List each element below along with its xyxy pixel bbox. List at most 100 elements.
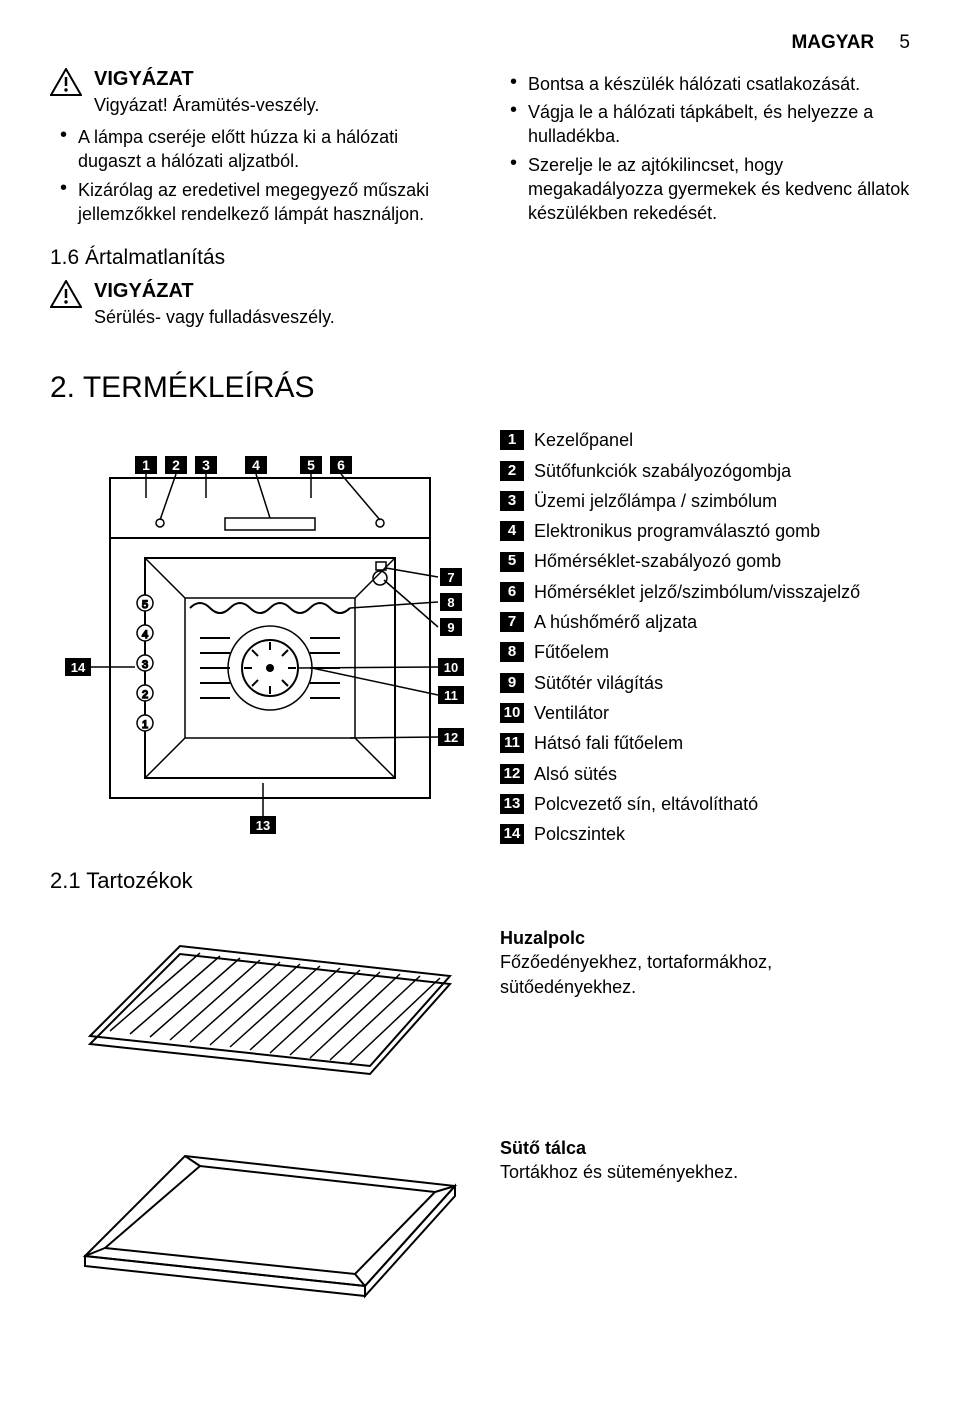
left-column: VIGYÁZAT Vigyázat! Áramütés-veszély. A l… bbox=[50, 66, 460, 338]
svg-text:3: 3 bbox=[142, 659, 148, 671]
svg-text:14: 14 bbox=[71, 660, 86, 675]
legend-badge: 7 bbox=[500, 612, 524, 632]
legend-badge: 8 bbox=[500, 642, 524, 662]
svg-text:7: 7 bbox=[447, 570, 454, 585]
legend-badge: 6 bbox=[500, 582, 524, 602]
warning-icon bbox=[50, 68, 82, 96]
legend-list: 1 Kezelőpanel 2 Sütőfunkciók szabályozógom… bbox=[500, 428, 910, 846]
warning-subtitle: Sérülés- vagy fulladásveszély. bbox=[94, 305, 335, 329]
section-1-6-heading: 1.6 Ártalmatlanítás bbox=[50, 244, 460, 272]
legend-badge: 12 bbox=[500, 764, 524, 784]
oven-svg: 1 2 3 4 5 6 bbox=[50, 428, 470, 848]
svg-text:1: 1 bbox=[142, 457, 150, 473]
product-description-row: 1 2 3 4 5 6 bbox=[50, 428, 910, 906]
legend-item: 7 A húshőmérő aljzata bbox=[500, 610, 910, 634]
legend-label: Elektronikus programválasztó gomb bbox=[534, 519, 820, 543]
legend-item: 2 Sütőfunkciók szabályozógombja bbox=[500, 459, 910, 483]
svg-text:5: 5 bbox=[307, 457, 315, 473]
legend-label: Fűtőelem bbox=[534, 640, 609, 664]
legend-item: 1 Kezelőpanel bbox=[500, 428, 910, 452]
svg-text:4: 4 bbox=[252, 457, 260, 473]
legend-label: Hátsó fali fűtőelem bbox=[534, 731, 683, 755]
legend-badge: 13 bbox=[500, 794, 524, 814]
legend-label: Hőmérséklet jelző/szimbólum/visszajelző bbox=[534, 580, 860, 604]
region-label: MAGYAR bbox=[791, 32, 874, 53]
legend-badge: 14 bbox=[500, 824, 524, 844]
legend-column: 1 Kezelőpanel 2 Sütőfunkciók szabályozógom… bbox=[500, 428, 910, 852]
wire-shelf-image bbox=[50, 916, 470, 1096]
oven-diagram: 1 2 3 4 5 6 bbox=[50, 428, 470, 906]
warning-title: VIGYÁZAT bbox=[94, 66, 319, 93]
legend-item: 5 Hőmérséklet-szabályozó gomb bbox=[500, 549, 910, 573]
warning1-bullets: A lámpa cseréje előtt húzza ki a hálózat… bbox=[60, 125, 460, 226]
bullet-item: Bontsa a készülék hálózati csatlakozását… bbox=[510, 72, 910, 96]
svg-text:2: 2 bbox=[172, 457, 180, 473]
section-2-heading: 2. TERMÉKLEÍRÁS bbox=[50, 368, 910, 409]
svg-text:13: 13 bbox=[256, 818, 270, 833]
baking-tray-image bbox=[50, 1126, 470, 1306]
legend-item: 12 Alsó sütés bbox=[500, 762, 910, 786]
accessory-1-text: Huzalpolc Főzőedényekhez, tortaformákhoz… bbox=[500, 916, 910, 999]
legend-label: Alsó sütés bbox=[534, 762, 617, 786]
legend-label: Sütőfunkciók szabályozógombja bbox=[534, 459, 791, 483]
warning-block-1: VIGYÁZAT Vigyázat! Áramütés-veszély. bbox=[50, 66, 460, 117]
legend-item: 3 Üzemi jelzőlámpa / szimbólum bbox=[500, 489, 910, 513]
accessory-2-title: Sütő tálca bbox=[500, 1136, 910, 1160]
warning-text-2: VIGYÁZAT Sérülés- vagy fulladásveszély. bbox=[94, 278, 335, 329]
bullet-item: A lámpa cseréje előtt húzza ki a hálózat… bbox=[60, 125, 460, 174]
page-header: MAGYAR 5 bbox=[50, 30, 910, 56]
rightcol-bullets: Bontsa a készülék hálózati csatlakozását… bbox=[510, 72, 910, 226]
legend-label: Polcszintek bbox=[534, 822, 625, 846]
warning-block-2: VIGYÁZAT Sérülés- vagy fulladásveszély. bbox=[50, 278, 460, 329]
legend-badge: 10 bbox=[500, 703, 524, 723]
bullet-item: Vágja le a hálózati tápkábelt, és helyez… bbox=[510, 100, 910, 149]
legend-label: Sütőtér világítás bbox=[534, 671, 663, 695]
top-columns: VIGYÁZAT Vigyázat! Áramütés-veszély. A l… bbox=[50, 66, 910, 338]
accessory-row-1: Huzalpolc Főzőedényekhez, tortaformákhoz… bbox=[50, 916, 910, 1096]
legend-badge: 11 bbox=[500, 733, 524, 753]
legend-label: Hőmérséklet-szabályozó gomb bbox=[534, 549, 781, 573]
warning-subtitle: Vigyázat! Áramütés-veszély. bbox=[94, 93, 319, 117]
bullet-item: Szerelje le az ajtókilincset, hogy megak… bbox=[510, 153, 910, 226]
legend-item: 11 Hátsó fali fűtőelem bbox=[500, 731, 910, 755]
accessory-row-2: Sütő tálca Tortákhoz és süteményekhez. bbox=[50, 1126, 910, 1306]
bullet-item: Kizárólag az eredetivel megegyező műszak… bbox=[60, 178, 460, 227]
svg-text:3: 3 bbox=[202, 457, 210, 473]
svg-text:5: 5 bbox=[142, 599, 148, 611]
legend-badge: 4 bbox=[500, 521, 524, 541]
right-column: Bontsa a készülék hálózati csatlakozását… bbox=[500, 66, 910, 338]
warning-text-1: VIGYÁZAT Vigyázat! Áramütés-veszély. bbox=[94, 66, 319, 117]
legend-item: 8 Fűtőelem bbox=[500, 640, 910, 664]
legend-item: 10 Ventilátor bbox=[500, 701, 910, 725]
legend-label: Kezelőpanel bbox=[534, 428, 633, 452]
legend-badge: 9 bbox=[500, 673, 524, 693]
legend-badge: 1 bbox=[500, 430, 524, 450]
svg-text:10: 10 bbox=[444, 660, 458, 675]
page-number: 5 bbox=[899, 32, 910, 53]
legend-label: Ventilátor bbox=[534, 701, 609, 725]
section-2-1-heading: 2.1 Tartozékok bbox=[50, 866, 470, 896]
svg-text:12: 12 bbox=[444, 730, 458, 745]
legend-item: 13 Polcvezető sín, eltávolítható bbox=[500, 792, 910, 816]
legend-badge: 3 bbox=[500, 491, 524, 511]
legend-badge: 2 bbox=[500, 461, 524, 481]
svg-text:11: 11 bbox=[444, 688, 458, 703]
accessory-1-desc: Főzőedényekhez, tortaformákhoz, sütőedén… bbox=[500, 950, 910, 999]
legend-item: 9 Sütőtér világítás bbox=[500, 671, 910, 695]
svg-text:9: 9 bbox=[447, 620, 454, 635]
legend-label: A húshőmérő aljzata bbox=[534, 610, 697, 634]
svg-text:1: 1 bbox=[142, 719, 148, 731]
accessory-2-text: Sütő tálca Tortákhoz és süteményekhez. bbox=[500, 1126, 910, 1185]
legend-badge: 5 bbox=[500, 552, 524, 572]
warning-icon bbox=[50, 280, 82, 308]
legend-label: Polcvezető sín, eltávolítható bbox=[534, 792, 758, 816]
legend-item: 4 Elektronikus programválasztó gomb bbox=[500, 519, 910, 543]
legend-label: Üzemi jelzőlámpa / szimbólum bbox=[534, 489, 777, 513]
svg-text:6: 6 bbox=[337, 457, 345, 473]
svg-text:4: 4 bbox=[142, 629, 148, 641]
accessory-2-desc: Tortákhoz és süteményekhez. bbox=[500, 1160, 910, 1184]
svg-text:2: 2 bbox=[142, 689, 148, 701]
warning-title: VIGYÁZAT bbox=[94, 278, 335, 305]
accessory-1-title: Huzalpolc bbox=[500, 926, 910, 950]
svg-text:8: 8 bbox=[447, 595, 454, 610]
